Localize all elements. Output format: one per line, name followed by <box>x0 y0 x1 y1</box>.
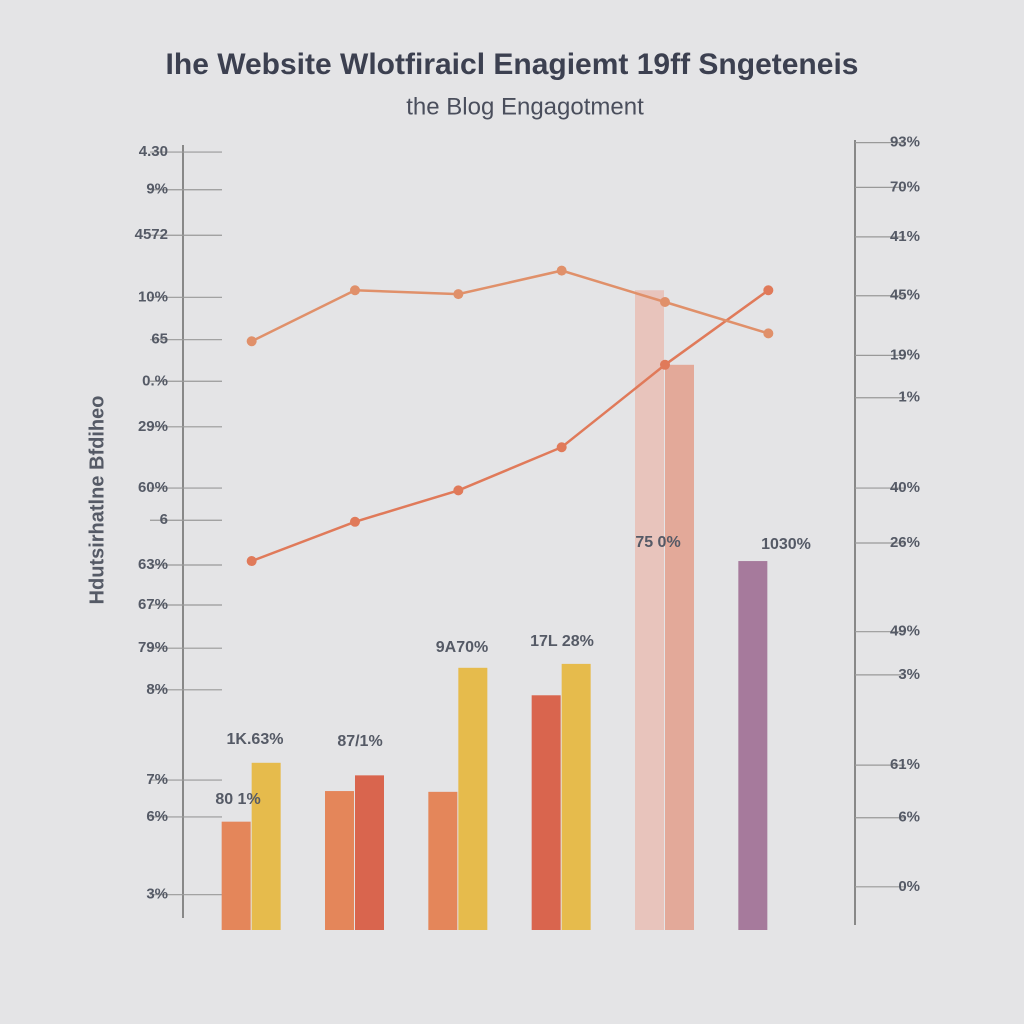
bar <box>325 791 354 930</box>
data-label: 87/1% <box>337 733 382 750</box>
bar <box>665 364 694 930</box>
y-tick-label: 79% <box>138 639 168 656</box>
line-point <box>350 285 360 296</box>
line <box>251 269 769 343</box>
bar <box>531 695 561 930</box>
line-point <box>246 336 257 347</box>
y2-tick-label: 93% <box>890 134 920 151</box>
y2-tick-label: 49% <box>890 623 920 640</box>
line-point <box>660 359 670 370</box>
y-tick-label: 9% <box>146 181 168 198</box>
y2-tick-label: 45% <box>890 287 920 304</box>
data-label: 80 1% <box>215 791 260 808</box>
chart-subtitle: the Blog Engagotment <box>406 93 644 120</box>
y-tick-label: 4572 <box>135 226 168 243</box>
line-point <box>660 297 670 307</box>
bar <box>458 667 488 930</box>
line-point <box>453 485 464 496</box>
data-label: 1030% <box>761 536 811 553</box>
y2-tick-label: 70% <box>890 178 920 195</box>
data-label: 9A70% <box>436 639 488 656</box>
bar <box>221 821 251 930</box>
data-label: 1K.63% <box>227 731 284 748</box>
y-axis-label: Hdutsirhatlne Bfdiheo <box>86 396 108 605</box>
line-point <box>246 556 257 567</box>
y-tick-label: 6% <box>146 808 168 825</box>
y-tick-label: 6 <box>160 511 168 528</box>
y-tick-label: 4.30 <box>139 143 168 160</box>
y2-tick-label: 0% <box>898 878 920 895</box>
line-point <box>763 285 774 296</box>
y-tick-label: 29% <box>138 418 168 435</box>
y2-tick-label: 6% <box>898 809 920 826</box>
y2-tick-label: 40% <box>890 479 920 496</box>
data-label: 17L 28% <box>530 633 594 650</box>
y-tick-label: 63% <box>138 556 168 573</box>
y-tick-label: 67% <box>138 596 168 613</box>
y-tick-label: 3% <box>146 886 168 903</box>
bar <box>251 762 281 930</box>
bar <box>635 290 664 931</box>
chart-title: Ihe Website Wlotfiraicl Enagiemt 19ff Sn… <box>166 48 859 81</box>
bar <box>428 791 458 930</box>
y-tick-label: 0.% <box>142 372 168 389</box>
y2-tick-label: 26% <box>890 534 920 551</box>
y-tick-label: 65 <box>151 331 168 348</box>
y-tick-label: 8% <box>146 681 168 698</box>
y2-tick-label: 3% <box>898 666 920 683</box>
y2-tick-label: 19% <box>890 346 920 363</box>
line-point <box>556 442 567 453</box>
line <box>251 289 770 563</box>
bar <box>561 663 591 930</box>
y2-tick-label: 61% <box>890 756 920 773</box>
y-tick-label: 7% <box>146 771 168 788</box>
line-point <box>763 328 774 339</box>
y-tick-label: 10% <box>138 288 168 305</box>
data-label: 75 0% <box>635 534 680 551</box>
line-point <box>350 516 360 527</box>
bar <box>355 775 384 930</box>
bar <box>738 561 768 930</box>
y-tick-label: 60% <box>138 479 168 496</box>
line-point <box>453 289 464 300</box>
y2-tick-label: 41% <box>890 228 920 245</box>
line-point <box>556 265 567 276</box>
y2-tick-label: 1% <box>898 389 920 406</box>
